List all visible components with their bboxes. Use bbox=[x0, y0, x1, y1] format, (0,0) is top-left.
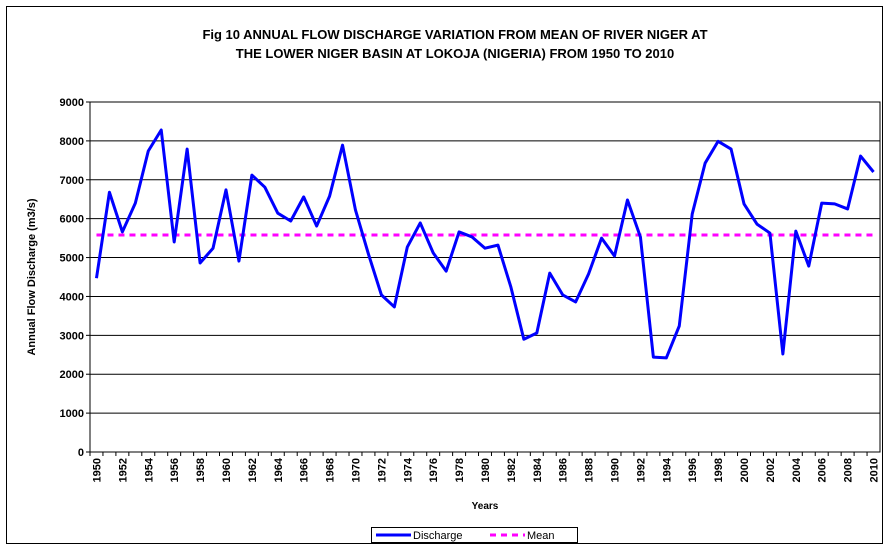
chart-title: THE LOWER NIGER BASIN AT LOKOJA (NIGERIA… bbox=[236, 46, 674, 61]
y-tick-label: 0 bbox=[78, 447, 84, 459]
legend-label: Mean bbox=[527, 530, 555, 542]
x-tick-label: 1974 bbox=[402, 457, 414, 482]
x-tick-label: 1994 bbox=[661, 457, 673, 482]
chart-title: Fig 10 ANNUAL FLOW DISCHARGE VARIATION F… bbox=[202, 27, 707, 42]
x-tick-label: 1990 bbox=[610, 458, 622, 482]
x-tick-label: 1970 bbox=[350, 458, 362, 482]
y-tick-label: 4000 bbox=[60, 291, 84, 303]
legend bbox=[371, 527, 578, 543]
x-tick-label: 1950 bbox=[91, 458, 103, 482]
x-tick-label: 1996 bbox=[687, 458, 699, 482]
x-tick-label: 2004 bbox=[791, 457, 803, 482]
x-tick-label: 1968 bbox=[325, 458, 337, 482]
x-tick-label: 2006 bbox=[817, 458, 829, 482]
x-tick-label: 1958 bbox=[195, 458, 207, 482]
x-tick-label: 2010 bbox=[869, 458, 881, 482]
line-series bbox=[94, 128, 875, 360]
x-tick-label: 1992 bbox=[635, 458, 647, 482]
x-tick-label: 2008 bbox=[843, 458, 855, 482]
x-tick-label: 1964 bbox=[273, 457, 285, 482]
x-tick-label: 1976 bbox=[428, 458, 440, 482]
x-tick-label: 1982 bbox=[506, 458, 518, 482]
legend-label: Discharge bbox=[413, 530, 463, 542]
x-tick-label: 2000 bbox=[739, 458, 751, 482]
y-axis-label: Annual Flow Discharge (m3/s) bbox=[26, 198, 38, 355]
y-tick-label: 5000 bbox=[60, 253, 84, 265]
x-tick-label: 1978 bbox=[454, 458, 466, 482]
plot-area bbox=[89, 101, 881, 453]
x-tick-label: 1980 bbox=[480, 458, 492, 482]
x-tick-label: 1962 bbox=[247, 458, 259, 482]
x-tick-label: 1956 bbox=[169, 458, 181, 482]
x-tick-label: 1972 bbox=[376, 458, 388, 482]
y-tick-label: 6000 bbox=[60, 214, 84, 226]
x-tick-label: 1998 bbox=[713, 458, 725, 482]
x-axis-label: Years bbox=[472, 501, 499, 512]
x-tick-label: 1984 bbox=[532, 457, 544, 482]
x-tick-label: 1954 bbox=[143, 457, 155, 482]
x-tick-label: 1966 bbox=[299, 458, 311, 482]
x-tick-label: 1952 bbox=[117, 458, 129, 482]
y-tick-label: 2000 bbox=[60, 369, 84, 381]
y-tick-label: 3000 bbox=[60, 330, 84, 342]
x-tick-label: 1986 bbox=[558, 458, 570, 482]
chart-border bbox=[6, 6, 883, 544]
y-tick-label: 1000 bbox=[60, 408, 84, 420]
x-tick-label: 2002 bbox=[765, 458, 777, 482]
y-tick-label: 7000 bbox=[60, 175, 84, 187]
x-tick-label: 1960 bbox=[221, 458, 233, 482]
x-tick-label: 1988 bbox=[584, 458, 596, 482]
y-tick-label: 9000 bbox=[60, 97, 84, 109]
y-tick-label: 8000 bbox=[60, 136, 84, 148]
